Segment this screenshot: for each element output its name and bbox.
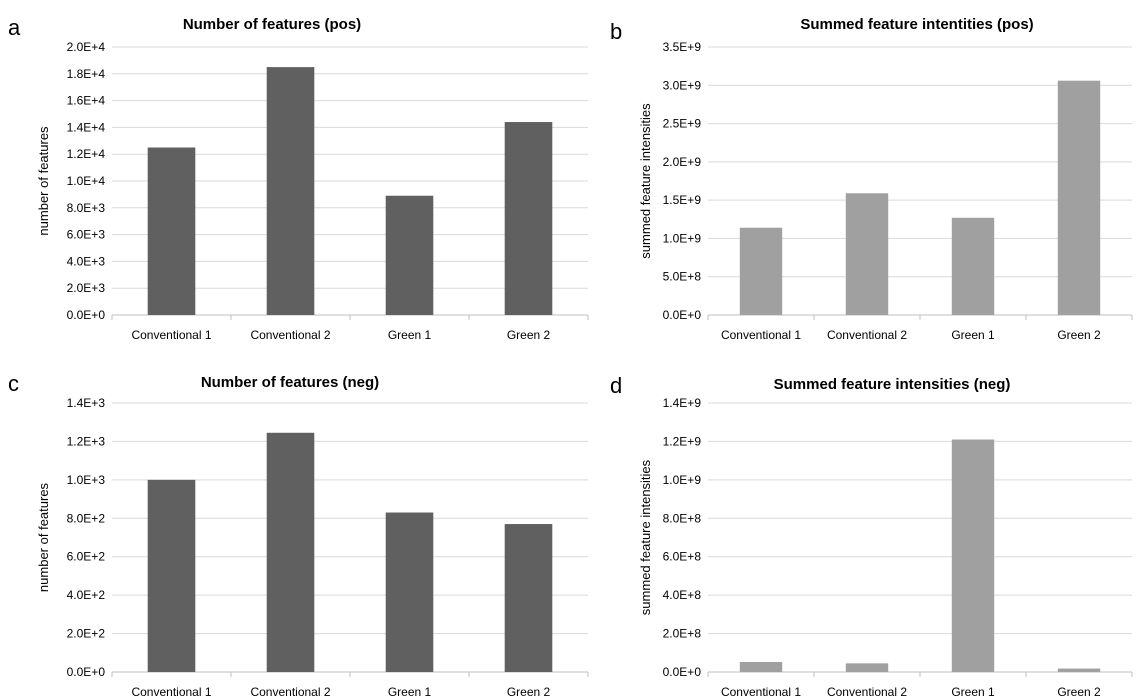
y-tick-label: 4.0E+2: [67, 588, 106, 602]
panel-letter: a: [8, 15, 21, 40]
y-tick-label: 0.0E+0: [663, 665, 702, 679]
y-tick-label: 8.0E+2: [67, 511, 106, 525]
chart-panel-a: a Number of features (pos) 0.0E+0 2.0E+3 4.0…: [8, 15, 589, 342]
y-tick-label: 1.0E+4: [67, 174, 106, 188]
y-tick-label: 2.0E+4: [67, 40, 106, 54]
x-tick-label: Green 1: [388, 328, 432, 342]
x-tick-label: Conventional 2: [827, 685, 907, 699]
x-tick-label: Green 1: [388, 685, 432, 699]
bar-1: [147, 147, 196, 315]
bar-3: [951, 217, 995, 315]
panel-letter: c: [8, 371, 19, 396]
bar-1: [739, 662, 783, 672]
y-axis-title: number of features: [36, 482, 51, 592]
bar-2: [845, 193, 889, 315]
y-tick-label: 3.0E+9: [663, 78, 702, 92]
chart-title: Summed feature intentities (pos): [800, 16, 1033, 33]
y-tick-label: 8.0E+3: [67, 201, 106, 215]
bar-3: [385, 512, 434, 672]
chart-title: Number of features (neg): [201, 374, 379, 391]
bar-4: [1057, 668, 1101, 672]
y-tick-label: 1.2E+4: [67, 147, 106, 161]
bar-4: [1057, 80, 1101, 315]
x-tick-label: Conventional 1: [131, 685, 211, 699]
x-tick-label: Conventional 1: [721, 685, 801, 699]
y-tick-label: 4.0E+8: [663, 588, 702, 602]
y-tick-label: 8.0E+8: [663, 511, 702, 525]
y-tick-label: 1.8E+4: [67, 67, 106, 81]
y-axis-title: number of features: [36, 126, 51, 236]
bar-4: [504, 122, 553, 315]
y-tick-label: 2.0E+8: [663, 627, 702, 641]
bar-2: [845, 663, 889, 672]
y-tick-label: 1.0E+9: [663, 473, 702, 487]
x-tick-label: Green 2: [507, 328, 551, 342]
y-axis-title: summed feature intensities: [638, 103, 653, 259]
y-tick-label: 6.0E+3: [67, 228, 106, 242]
x-tick-label: Conventional 2: [250, 685, 330, 699]
y-tick-label: 1.2E+3: [67, 434, 106, 448]
bar-3: [951, 439, 995, 672]
chart-panel-d: d Summed feature intensities (neg) 0.0E+0 2…: [610, 373, 1133, 699]
bar-3: [385, 195, 434, 315]
chart-panel-b: b Summed feature intentities (pos) 0.0E+0 5…: [610, 16, 1133, 342]
chart-panel-c: c Number of features (neg) 0.0E+0 2.0E+2 4.0…: [8, 371, 589, 699]
y-axis-title: summed feature intensities: [638, 459, 653, 615]
y-tick-label: 0.0E+0: [67, 308, 106, 322]
x-tick-label: Green 2: [507, 685, 551, 699]
x-tick-label: Conventional 1: [721, 328, 801, 342]
y-tick-label: 2.0E+2: [67, 627, 106, 641]
bar-2: [266, 432, 315, 672]
y-tick-label: 1.4E+4: [67, 120, 106, 134]
y-tick-label: 2.0E+9: [663, 155, 702, 169]
x-tick-label: Green 2: [1057, 685, 1101, 699]
chart-title: Summed feature intensities (neg): [774, 376, 1011, 393]
y-tick-label: 1.0E+3: [67, 473, 106, 487]
y-tick-label: 5.0E+8: [663, 270, 702, 284]
y-tick-label: 1.4E+9: [663, 396, 702, 410]
x-tick-label: Conventional 2: [827, 328, 907, 342]
x-tick-label: Green 2: [1057, 328, 1101, 342]
y-tick-label: 0.0E+0: [67, 665, 106, 679]
y-tick-label: 2.0E+3: [67, 281, 106, 295]
x-tick-label: Green 1: [951, 328, 995, 342]
y-tick-label: 1.2E+9: [663, 434, 702, 448]
y-tick-label: 3.5E+9: [663, 40, 702, 54]
y-tick-label: 1.4E+3: [67, 396, 106, 410]
x-tick-label: Conventional 2: [250, 328, 330, 342]
bar-1: [147, 479, 196, 672]
panel-letter: d: [610, 373, 622, 398]
y-tick-label: 6.0E+2: [67, 550, 106, 564]
y-tick-label: 1.0E+9: [663, 231, 702, 245]
x-tick-label: Conventional 1: [131, 328, 211, 342]
y-tick-label: 6.0E+8: [663, 550, 702, 564]
panel-letter: b: [610, 19, 622, 44]
y-tick-label: 0.0E+0: [663, 308, 702, 322]
bar-4: [504, 524, 553, 672]
bar-1: [739, 227, 783, 315]
y-tick-label: 2.5E+9: [663, 117, 702, 131]
y-tick-label: 1.6E+4: [67, 94, 106, 108]
chart-title: Number of features (pos): [183, 16, 361, 33]
x-tick-label: Green 1: [951, 685, 995, 699]
bar-2: [266, 67, 315, 315]
y-tick-label: 1.5E+9: [663, 193, 702, 207]
y-tick-label: 4.0E+3: [67, 254, 106, 268]
